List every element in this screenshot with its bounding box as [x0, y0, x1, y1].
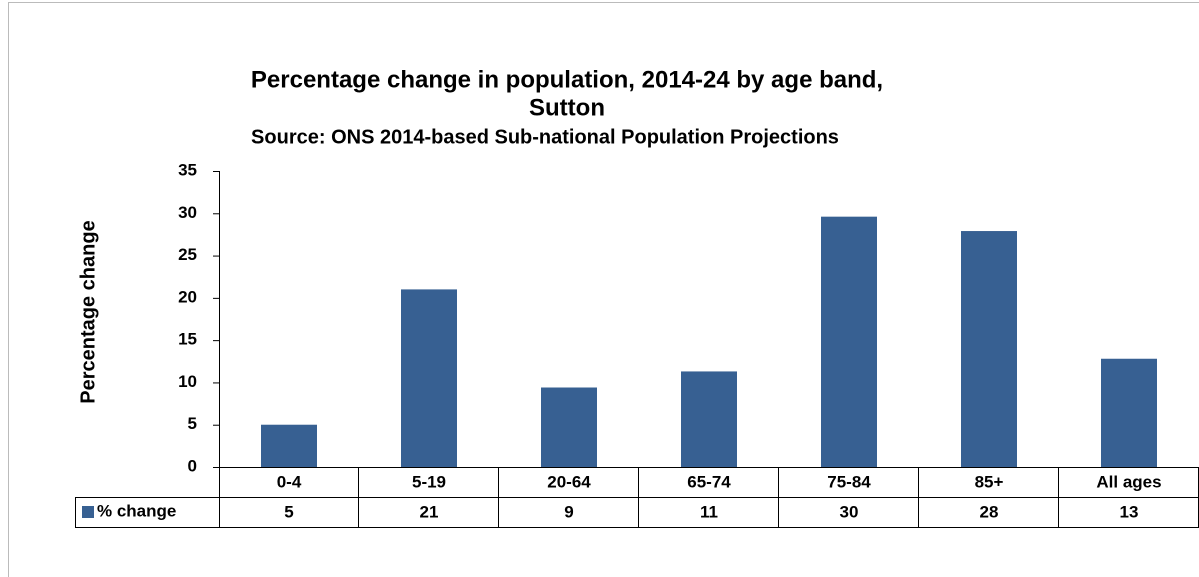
data-table-value: 30: [840, 502, 859, 521]
x-tick-label: 5-19: [412, 472, 446, 491]
y-tick-label: 15: [178, 330, 197, 349]
data-table-value: 11: [700, 502, 718, 521]
data-table-value: 21: [420, 502, 439, 521]
x-tick-label: 0-4: [277, 472, 302, 491]
x-tick-label: 75-84: [827, 472, 871, 491]
chart-title: Sutton: [529, 94, 605, 121]
y-tick-label: 20: [178, 287, 197, 306]
bar: [401, 289, 457, 467]
bar: [1101, 358, 1157, 467]
y-tick-label: 5: [188, 414, 197, 433]
chart-subtitle: Source: ONS 2014-based Sub-national Popu…: [251, 126, 839, 148]
y-tick-label: 35: [178, 160, 197, 179]
bar: [261, 424, 317, 467]
y-axis-label: Percentage change: [77, 220, 99, 403]
data-table-value: 28: [980, 502, 999, 521]
data-table-value: 5: [284, 502, 293, 521]
legend-key: [82, 506, 94, 518]
y-tick-label: 25: [178, 245, 197, 264]
x-tick-label: 20-64: [547, 472, 591, 491]
bar: [541, 387, 597, 467]
x-tick-label: 65-74: [687, 472, 731, 491]
data-table-value: 13: [1120, 502, 1139, 521]
x-tick-label: All ages: [1096, 472, 1161, 491]
y-tick-label: 0: [188, 456, 197, 475]
bar: [681, 371, 737, 467]
bar: [821, 216, 877, 467]
y-tick-label: 30: [178, 203, 197, 222]
data-table-value: 9: [564, 502, 573, 521]
y-tick-label: 10: [178, 372, 197, 391]
chart-title: Percentage change in population, 2014-24…: [251, 66, 883, 93]
bar: [961, 231, 1017, 467]
legend-label: % change: [97, 501, 176, 520]
x-tick-label: 85+: [975, 472, 1004, 491]
